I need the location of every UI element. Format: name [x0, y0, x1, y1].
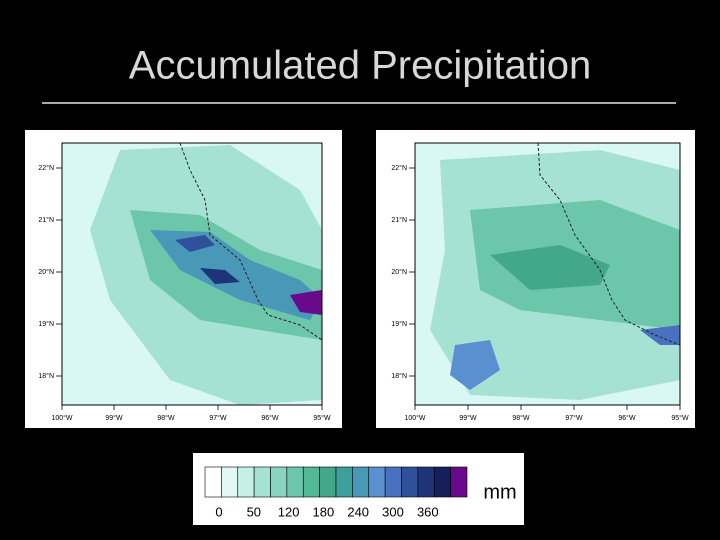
colorbar-swatch — [286, 466, 304, 498]
colorbar-swatch — [335, 466, 353, 498]
colorbar-swatch — [450, 466, 468, 498]
lat-label: 18°N — [38, 372, 54, 380]
lon-label: 97°W — [209, 414, 227, 422]
lon-label: 98°W — [157, 414, 175, 422]
lon-label: 98°W — [512, 414, 530, 422]
colorbar-swatch — [401, 466, 419, 498]
lat-label: 20°N — [38, 268, 54, 276]
colorbar-label: 120 — [278, 504, 300, 519]
colorbar-swatch — [319, 466, 337, 498]
colorbar-swatch — [253, 466, 271, 498]
lat-label: 22°N — [38, 164, 54, 172]
slide-title: Accumulated Precipitation — [129, 44, 591, 88]
lat-label: 21°N — [38, 216, 54, 224]
lon-label: 99°W — [105, 414, 123, 422]
colorbar-swatch — [433, 466, 451, 498]
colorbar-label: 300 — [382, 504, 404, 519]
colorbar-label: 0 — [215, 504, 222, 519]
colorbar-label: 360 — [417, 504, 439, 519]
colorbar-swatch — [302, 466, 320, 498]
lon-label: 96°W — [618, 414, 636, 422]
colorbar-label: 50 — [247, 504, 261, 519]
lat-label: 22°N — [391, 164, 407, 172]
colorbar-unit: mm — [483, 481, 516, 503]
map-field — [61, 142, 323, 406]
lon-label: 95°W — [313, 414, 331, 422]
lat-label: 18°N — [391, 372, 407, 380]
colorbar-swatch — [237, 466, 255, 498]
lon-label: 99°W — [459, 414, 477, 422]
lon-label: 95°W — [671, 414, 689, 422]
lon-label: 97°W — [565, 414, 583, 422]
lat-label: 21°N — [391, 216, 407, 224]
lon-label: 100°W — [404, 414, 425, 422]
lon-label: 96°W — [261, 414, 279, 422]
colorbar-swatch — [270, 466, 288, 498]
colorbar-swatch — [204, 466, 222, 498]
map-field — [414, 142, 681, 406]
colorbar-swatch — [384, 466, 402, 498]
lat-label: 19°N — [391, 320, 407, 328]
lon-label: 100°W — [51, 414, 72, 422]
lat-label: 20°N — [391, 268, 407, 276]
colorbar-label: 180 — [313, 504, 335, 519]
lat-label: 19°N — [38, 320, 54, 328]
colorbar-swatch — [368, 466, 386, 498]
colorbar-swatch — [221, 466, 239, 498]
colorbar-swatch — [352, 466, 370, 498]
colorbar-swatch — [417, 466, 435, 498]
colorbar-label: 240 — [347, 504, 369, 519]
